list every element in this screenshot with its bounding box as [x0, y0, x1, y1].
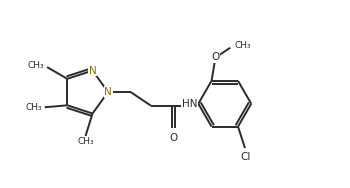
Text: CH₃: CH₃ [27, 61, 44, 70]
Text: CH₃: CH₃ [77, 137, 94, 146]
Text: CH₃: CH₃ [235, 41, 252, 50]
Text: CH₃: CH₃ [25, 103, 42, 112]
Text: HN: HN [182, 99, 197, 109]
Text: O: O [211, 52, 219, 62]
Text: N: N [104, 87, 112, 97]
Text: O: O [169, 133, 177, 143]
Text: Cl: Cl [240, 152, 251, 162]
Text: N: N [89, 66, 96, 76]
